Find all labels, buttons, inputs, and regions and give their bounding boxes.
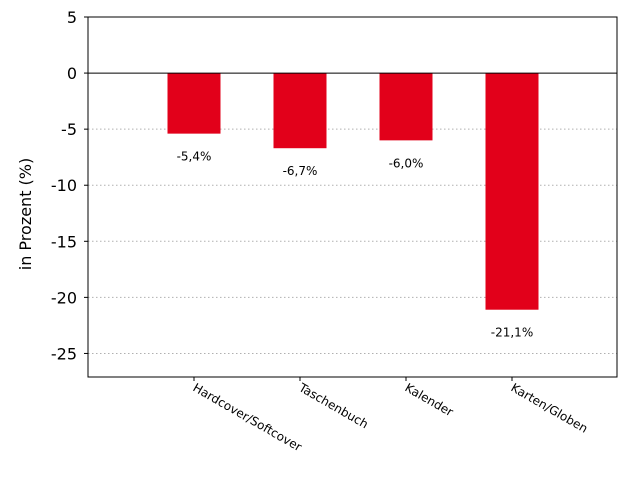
data-labels: -5,4% -6,7% -6,0% -21,1%	[177, 150, 534, 340]
bars	[167, 73, 539, 310]
y-axis-ticks: 5 0 -5 -10 -15 -20 -25	[51, 8, 88, 363]
y-tick-label: 5	[67, 8, 77, 27]
bar-taschenbuch	[273, 73, 327, 149]
y-tick-label: -10	[51, 176, 77, 195]
bar-hardcover-softcover	[167, 73, 221, 134]
data-label: -6,0%	[389, 156, 424, 170]
bar-karten-globen	[485, 73, 539, 310]
data-label: -21,1%	[491, 326, 533, 340]
y-tick-label: 0	[67, 64, 77, 83]
x-tick-label: Hardcover/Softcover	[191, 380, 305, 454]
data-label: -6,7%	[283, 164, 318, 178]
x-tick-label: Taschenbuch	[296, 380, 371, 431]
x-tick-label: Kalender	[403, 380, 456, 419]
y-tick-label: -5	[61, 120, 77, 139]
bar-kalender	[379, 73, 433, 141]
y-tick-label: -15	[51, 232, 77, 251]
y-tick-label: -20	[51, 288, 77, 307]
y-axis-title: in Prozent (%)	[16, 158, 35, 270]
data-label: -5,4%	[177, 150, 212, 164]
y-tick-label: -25	[51, 344, 77, 363]
plot-frame	[87, 16, 618, 378]
x-tick-label: Karten/Globen	[509, 380, 591, 435]
